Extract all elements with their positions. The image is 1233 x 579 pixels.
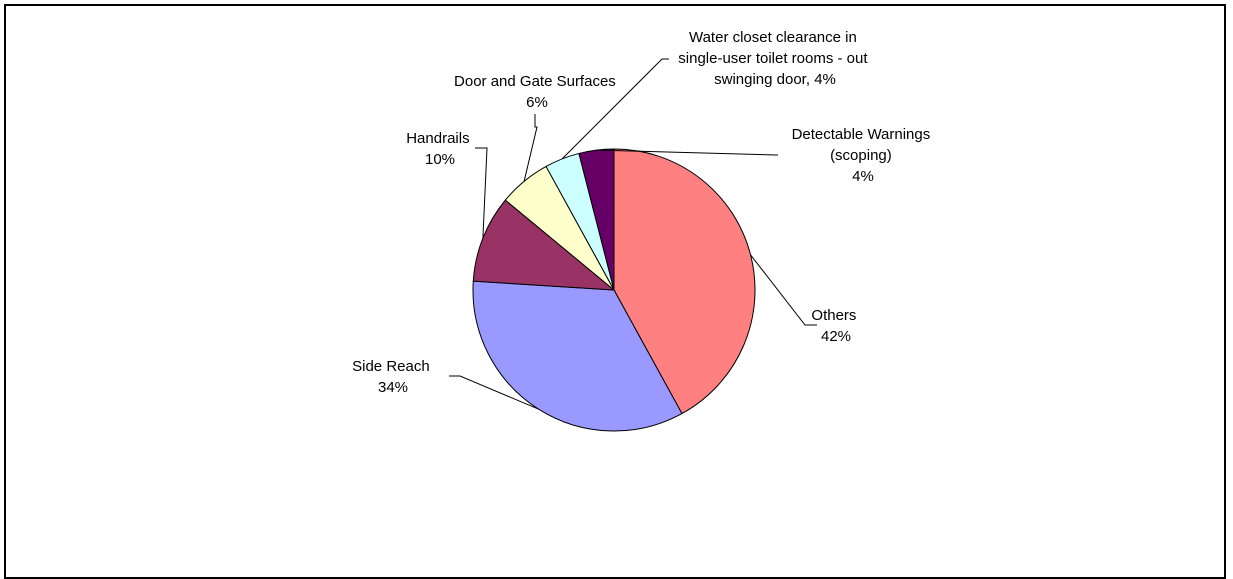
leader-others: [750, 254, 817, 326]
label-detectable-line2: (scoping): [830, 147, 892, 164]
label-door-gate-name: Door and Gate Surfaces: [454, 73, 616, 90]
label-others: Others 42%: [811, 307, 860, 345]
label-others-value: 42%: [821, 328, 851, 345]
label-side-reach-value: 34%: [378, 379, 408, 396]
leader-handrails: [475, 147, 488, 239]
label-side-reach-name: Side Reach: [352, 358, 430, 375]
slice-handrails: [472, 199, 616, 291]
label-handrails-name: Handrails: [406, 130, 469, 147]
label-door-gate-value: 6%: [526, 94, 548, 111]
label-detectable-line3: 4%: [852, 168, 874, 185]
label-detectable-warnings: Detectable Warnings (scoping) 4%: [792, 126, 935, 185]
label-handrails: Handrails 10%: [406, 130, 474, 168]
label-side-reach: Side Reach 34%: [352, 358, 434, 396]
leader-door-gate: [523, 114, 538, 182]
leader-side-reach: [449, 375, 539, 410]
label-others-name: Others: [811, 307, 856, 324]
leader-water-closet: [561, 58, 669, 160]
leader-detectable: [596, 149, 778, 156]
label-detectable-line1: Detectable Warnings: [792, 126, 931, 143]
slice-side-reach: [472, 280, 683, 432]
label-water-closet-line2: single-user toilet rooms - out: [678, 50, 868, 67]
label-water-closet-line1: Water closet clearance in: [689, 29, 857, 46]
label-water-closet: Water closet clearance in single-user to…: [678, 29, 871, 88]
label-handrails-value: 10%: [425, 151, 455, 168]
label-water-closet-line3: swinging door, 4%: [714, 71, 836, 88]
label-door-gate: Door and Gate Surfaces 6%: [454, 73, 620, 111]
